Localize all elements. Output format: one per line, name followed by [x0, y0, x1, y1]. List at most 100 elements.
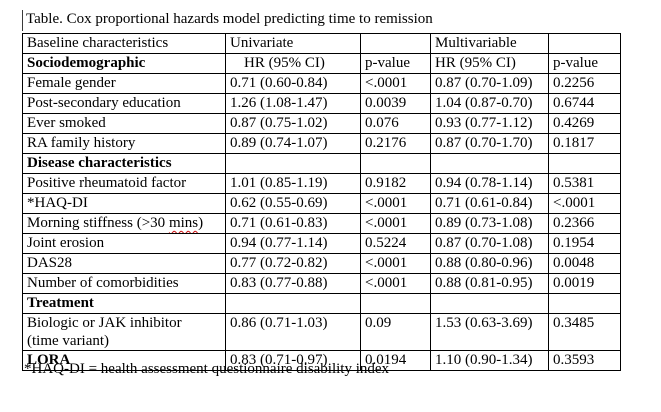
- multi-pvalue-cell: 0.2366: [548, 213, 621, 234]
- uni-pvalue-cell: 0.09: [360, 313, 431, 351]
- row-label-cell: Treatment: [22, 293, 226, 314]
- multi-pvalue-cell: [548, 153, 621, 174]
- uni-hr-cell: 0.89 (0.74-1.07): [225, 133, 361, 154]
- table-footnote: *HAQ-DI = health assessment questionnair…: [24, 361, 390, 377]
- row-label-cell: *HAQ-DI: [22, 193, 226, 214]
- multi-hr-cell: 0.87 (0.70-1.08): [430, 233, 549, 254]
- table-row: Post-secondary education 1.26 (1.08-1.47)…: [22, 93, 621, 114]
- table-title: Table. Cox proportional hazards model pr…: [26, 11, 433, 27]
- multi-hr-cell: 0.71 (0.61-0.84): [430, 193, 549, 214]
- table-row: Ever smoked 0.87 (0.75-1.02) 0.076 0.93 (0.…: [22, 113, 621, 134]
- table-row: Number of comorbidities 0.83 (0.77-0.88) <…: [22, 273, 621, 294]
- multi-hr-cell: 0.87 (0.70-1.09): [430, 73, 549, 94]
- multi-hr-cell: 0.89 (0.73-1.08): [430, 213, 549, 234]
- multi-hr-cell: [430, 153, 549, 174]
- text-cursor[interactable]: [22, 10, 23, 31]
- row-label-cell: DAS28: [22, 253, 226, 274]
- table-row: RA family history 0.89 (0.74-1.07) 0.2176 0…: [22, 133, 621, 154]
- uni-pvalue-cell: <.0001: [360, 273, 431, 294]
- uni-pvalue-cell: [360, 153, 431, 174]
- header-univariate: Univariate: [225, 33, 361, 54]
- multi-hr-cell: 1.53 (0.63-3.69): [430, 313, 549, 351]
- uni-hr-cell: 0.71 (0.61-0.83): [225, 213, 361, 234]
- multi-pvalue-cell: 0.1954: [548, 233, 621, 254]
- multi-pvalue-cell: [548, 293, 621, 314]
- uni-pvalue-cell: [360, 293, 431, 314]
- multi-hr-cell: 1.04 (0.87-0.70): [430, 93, 549, 114]
- uni-pvalue-cell: <.0001: [360, 73, 431, 94]
- uni-pvalue-cell: 0.0194: [360, 350, 431, 371]
- header-baseline-characteristics: Baseline characteristics: [22, 33, 226, 54]
- header-row-stats: Sociodemographic HR (95% CI) p-value HR …: [22, 53, 621, 74]
- uni-hr-cell: 0.86 (0.71-1.03): [225, 313, 361, 351]
- row-label-cell: Female gender: [22, 73, 226, 94]
- uni-pvalue-cell: 0.2176: [360, 133, 431, 154]
- uni-hr-cell: 1.26 (1.08-1.47): [225, 93, 361, 114]
- row-label-cell: Post-secondary education: [22, 93, 226, 114]
- multi-pvalue-cell: 0.6744: [548, 93, 621, 114]
- uni-hr-cell: 0.62 (0.55-0.69): [225, 193, 361, 214]
- multi-pvalue-cell: 0.4269: [548, 113, 621, 134]
- section-sociodemographic: Sociodemographic: [22, 53, 226, 74]
- row-label-cell: RA family history: [22, 133, 226, 154]
- multi-hr-cell: 0.88 (0.81-0.95): [430, 273, 549, 294]
- multi-pvalue-cell: <.0001: [548, 193, 621, 214]
- multi-pvalue-cell: 0.3593: [548, 350, 621, 371]
- row-label-cell: Number of comorbidities: [22, 273, 226, 294]
- uni-pvalue-cell: <.0001: [360, 253, 431, 274]
- table-row: Positive rheumatoid factor 1.01 (0.85-1.1…: [22, 173, 621, 194]
- multi-pvalue-cell: 0.3485: [548, 313, 621, 351]
- spellcheck-underlined-word: mins: [168, 215, 199, 231]
- multi-pvalue-cell: 0.5381: [548, 173, 621, 194]
- header-uni-hr-ci: HR (95% CI): [225, 53, 361, 74]
- multi-hr-cell: 1.10 (0.90-1.34): [430, 350, 549, 371]
- row-label-cell: Morning stiffness (>30 mins): [22, 213, 226, 234]
- header-univariate-pvalue-empty: [360, 33, 431, 54]
- multi-hr-cell: 0.88 (0.80-0.96): [430, 253, 549, 274]
- header-multivariable: Multivariable: [430, 33, 549, 54]
- multi-hr-cell: 0.87 (0.70-1.70): [430, 133, 549, 154]
- uni-hr-cell: [225, 153, 361, 174]
- section-row: Treatment: [22, 293, 621, 314]
- table-row: LORA 0.83 (0.71-0.97) 0.0194 1.10 (0.90-1.3…: [22, 350, 621, 371]
- header-multivariable-pvalue-empty: [548, 33, 621, 54]
- header-multi-pvalue: p-value: [548, 53, 621, 74]
- row-label-cell: Disease characteristics: [22, 153, 226, 174]
- table-row: *HAQ-DI 0.62 (0.55-0.69) <.0001 0.71 (0.61-…: [22, 193, 621, 214]
- table-row: Morning stiffness (>30 mins) 0.71 (0.61-0…: [22, 213, 621, 234]
- multi-pvalue-cell: 0.2256: [548, 73, 621, 94]
- section-row: Disease characteristics: [22, 153, 621, 174]
- multi-pvalue-cell: 0.1817: [548, 133, 621, 154]
- multi-pvalue-cell: 0.0048: [548, 253, 621, 274]
- uni-pvalue-cell: 0.9182: [360, 173, 431, 194]
- table-row: Female gender 0.71 (0.60-0.84) <.0001 0.87 …: [22, 73, 621, 94]
- header-row-groups: Baseline characteristics Univariate Mult…: [22, 33, 621, 54]
- header-uni-pvalue: p-value: [360, 53, 431, 74]
- row-label-cell: LORA: [22, 350, 226, 371]
- uni-pvalue-cell: 0.076: [360, 113, 431, 134]
- cox-model-table: Baseline characteristics Univariate Mult…: [22, 33, 621, 371]
- uni-pvalue-cell: <.0001: [360, 193, 431, 214]
- multi-pvalue-cell: 0.0019: [548, 273, 621, 294]
- uni-hr-cell: 0.94 (0.77-1.14): [225, 233, 361, 254]
- table-row: Biologic or JAK inhibitor (time variant)…: [22, 313, 621, 351]
- table-body: Female gender 0.71 (0.60-0.84) <.0001 0.87 …: [22, 73, 621, 371]
- uni-hr-cell: 0.77 (0.72-0.82): [225, 253, 361, 274]
- uni-hr-cell: 0.71 (0.60-0.84): [225, 73, 361, 94]
- table-row: DAS28 0.77 (0.72-0.82) <.0001 0.88 (0.80-0.…: [22, 253, 621, 274]
- table-row: Joint erosion 0.94 (0.77-1.14) 0.5224 0.87 …: [22, 233, 621, 254]
- multi-hr-cell: 0.94 (0.78-1.14): [430, 173, 549, 194]
- multi-hr-cell: 0.93 (0.77-1.12): [430, 113, 549, 134]
- multi-hr-cell: [430, 293, 549, 314]
- row-label-cell: Joint erosion: [22, 233, 226, 254]
- row-label-cell: Ever smoked: [22, 113, 226, 134]
- uni-hr-cell: 0.83 (0.77-0.88): [225, 273, 361, 294]
- uni-pvalue-cell: 0.5224: [360, 233, 431, 254]
- row-label-cell: Positive rheumatoid factor: [22, 173, 226, 194]
- uni-hr-cell: [225, 293, 361, 314]
- uni-pvalue-cell: 0.0039: [360, 93, 431, 114]
- uni-hr-cell: 1.01 (0.85-1.19): [225, 173, 361, 194]
- row-label-cell: Biologic or JAK inhibitor (time variant): [22, 313, 226, 351]
- uni-hr-cell: 0.87 (0.75-1.02): [225, 113, 361, 134]
